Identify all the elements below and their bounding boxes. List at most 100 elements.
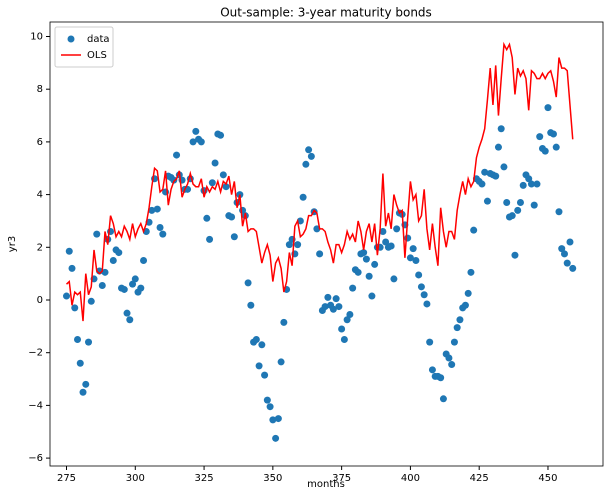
data-point (123, 309, 131, 317)
y-tick-label: −2 (28, 348, 43, 359)
data-point (437, 374, 445, 382)
data-point (343, 316, 351, 324)
data-point (197, 138, 205, 146)
data-point (302, 160, 310, 168)
data-point (206, 235, 214, 243)
data-point (316, 250, 324, 258)
data-point (346, 310, 354, 318)
data-point (153, 205, 161, 213)
data-point (332, 295, 340, 303)
data-point (467, 268, 475, 276)
data-point (371, 260, 379, 268)
data-point (74, 336, 82, 344)
data-point (258, 341, 266, 349)
data-point (217, 131, 225, 139)
data-point (549, 130, 557, 138)
data-point (423, 300, 431, 308)
data-point (266, 403, 274, 411)
data-point (277, 358, 285, 366)
data-point (305, 146, 313, 154)
legend-box (54, 26, 114, 68)
x-tick-label: 275 (57, 473, 76, 484)
data-point (269, 416, 277, 424)
data-point (362, 255, 370, 263)
data-point (222, 183, 230, 191)
data-point (101, 268, 109, 276)
data-point (140, 256, 148, 264)
data-point (120, 285, 128, 293)
data-point (274, 415, 282, 423)
data-point (360, 249, 368, 257)
data-point (65, 247, 73, 255)
data-point (533, 180, 541, 188)
data-point (555, 208, 563, 216)
y-tick-label: 4 (37, 190, 43, 201)
data-point (244, 279, 252, 287)
data-point (255, 362, 263, 370)
data-point (324, 293, 332, 301)
data-point (470, 226, 478, 234)
data-point (461, 301, 469, 309)
data-point (126, 316, 134, 324)
data-point (541, 147, 549, 155)
data-point (208, 179, 216, 187)
data-point (349, 284, 357, 292)
data-point (159, 230, 167, 238)
data-point (494, 143, 502, 151)
data-point (85, 338, 93, 346)
y-tick-label: 2 (37, 242, 43, 253)
data-point (426, 338, 434, 346)
data-point (335, 303, 343, 311)
data-point (450, 338, 458, 346)
data-point (156, 224, 164, 232)
data-point (170, 176, 178, 184)
data-point (569, 264, 577, 272)
data-point (409, 245, 417, 253)
data-point (82, 380, 90, 388)
data-point (340, 336, 348, 344)
data-point (115, 249, 123, 257)
legend-label: data (87, 34, 110, 45)
data-point (519, 181, 527, 189)
legend-marker (67, 35, 75, 43)
data-point (453, 324, 461, 332)
data-point (514, 206, 522, 214)
data-point (563, 259, 571, 267)
data-point (530, 201, 538, 209)
data-point (76, 359, 84, 367)
data-point (192, 127, 200, 135)
data-point (379, 227, 387, 235)
data-point (230, 233, 238, 241)
ols-line (65, 41, 574, 322)
data-point (129, 280, 137, 288)
data-point (544, 104, 552, 112)
y-tick-label: −4 (28, 400, 43, 411)
data-point (299, 193, 307, 201)
y-tick-label: 10 (30, 31, 43, 42)
data-point (420, 291, 428, 299)
data-point (500, 163, 508, 171)
data-point (393, 225, 401, 233)
data-point (93, 230, 101, 238)
x-tick-label: 325 (195, 473, 214, 484)
data-point (525, 175, 533, 183)
data-point (285, 241, 293, 249)
data-point (79, 388, 87, 396)
data-point (173, 151, 181, 159)
data-point (329, 305, 337, 313)
data-point (203, 214, 211, 222)
data-point (558, 245, 566, 253)
data-point (415, 271, 423, 279)
data-point (412, 256, 420, 264)
y-tick-label: −6 (28, 453, 43, 464)
data-point (354, 268, 362, 276)
data-point (404, 234, 412, 242)
data-point (87, 297, 95, 305)
data-point (511, 251, 519, 259)
x-axis-label: months (307, 479, 345, 490)
data-point (71, 304, 79, 312)
data-point (481, 168, 489, 176)
chart-title: Out-sample: 3-year maturity bonds (220, 6, 432, 20)
data-point (516, 198, 524, 206)
